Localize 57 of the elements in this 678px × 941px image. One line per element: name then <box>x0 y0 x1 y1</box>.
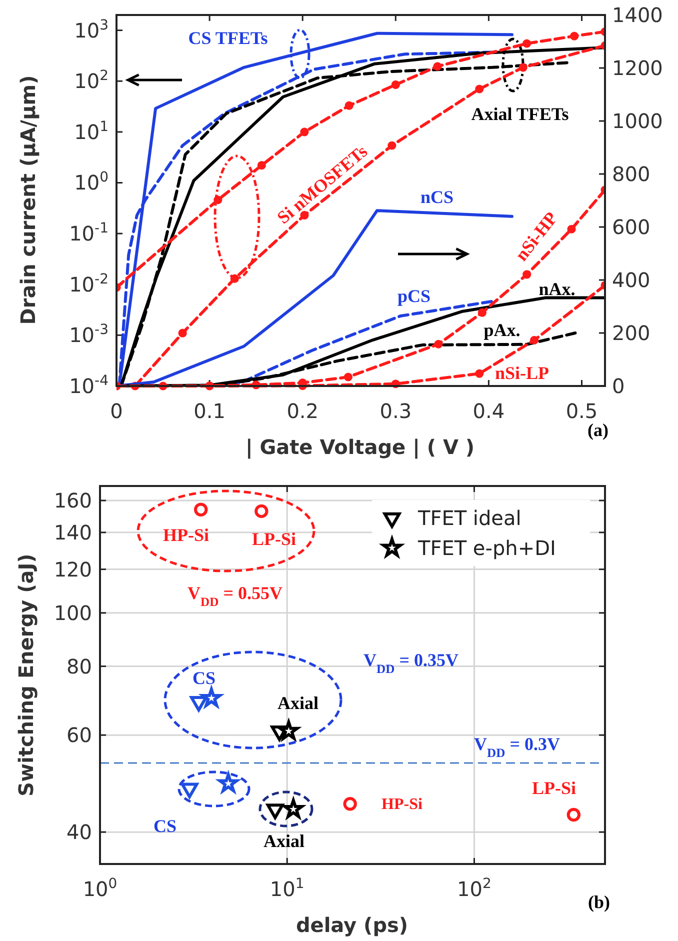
y-tick-label: 120 <box>54 557 92 582</box>
annotation: Axial <box>277 693 319 713</box>
annotation: CS <box>192 668 216 688</box>
y-tick-label: 10$^{3}$ <box>74 17 108 42</box>
y2-tick-label: 0 <box>612 374 625 398</box>
annotation: CS <box>153 816 177 836</box>
annotation: HP-Si <box>382 796 423 813</box>
x-tick-label: 0.3 <box>380 399 412 423</box>
series-label: nSi-LP <box>494 363 550 383</box>
x-tick-label: 10$^{1}$ <box>270 876 304 901</box>
y-tick-label: 10$^{-1}$ <box>69 220 108 246</box>
x-axis-title: delay (ps) <box>296 913 408 937</box>
y-axis-title: Switching Energy (aJ) <box>14 554 38 796</box>
y-tick-label: 140 <box>54 520 92 544</box>
x-tick-label: 0.2 <box>286 399 318 423</box>
x-tick-label: 0.5 <box>566 399 598 423</box>
y2-tick-label: 200 <box>612 321 650 345</box>
series-label: nCS <box>420 187 454 207</box>
y2-tick-label: 1200 <box>612 56 663 80</box>
annotation: LP-Si <box>532 778 576 798</box>
series-label: nAx. <box>538 279 576 299</box>
y-tick-label: 10$^{-3}$ <box>69 322 108 348</box>
y-axis-title: Drain current (μA/μm) <box>16 75 40 325</box>
y2-tick-label: 600 <box>612 215 650 239</box>
annotation: LP-Si <box>252 529 296 549</box>
annotation: HP-Si <box>162 525 210 545</box>
annotation: Axial <box>263 831 305 851</box>
y2-tick-label: 400 <box>612 268 650 292</box>
x-tick-label: 0.1 <box>194 399 226 423</box>
y2-tick-label: 1000 <box>612 109 663 133</box>
x-tick-label: 0.4 <box>472 399 505 423</box>
series-label: pCS <box>397 286 431 306</box>
y-tick-label: 60 <box>66 723 92 748</box>
y-tick-label: 80 <box>66 654 92 678</box>
text: (a) <box>588 420 608 440</box>
y-tick-label: 10$^{0}$ <box>74 170 108 195</box>
annotation: V$_{DD}$ = 0.35V <box>364 650 458 676</box>
y-tick-label: 10$^{2}$ <box>74 68 108 94</box>
y-tick-label: 10$^{-4}$ <box>69 373 109 398</box>
y2-tick-label: 1400 <box>612 3 663 27</box>
y-tick-label: 10$^{-2}$ <box>69 271 108 296</box>
y2-tick-label: 800 <box>612 162 650 186</box>
text: (b) <box>588 892 610 912</box>
series-label: pAx. <box>484 320 520 340</box>
legend-label: TFET e-ph+DI <box>417 536 556 560</box>
legend-label: TFET ideal <box>417 506 522 530</box>
x-tick-label: 10$^{2}$ <box>457 876 492 901</box>
y-tick-label: 160 <box>54 488 92 512</box>
y-tick-label: 10$^{1}$ <box>74 118 108 144</box>
annotation: Axial TFETs <box>471 104 569 124</box>
y-tick-label: 100 <box>54 600 92 625</box>
y-tick-label: 40 <box>66 820 92 844</box>
annotation: CS TFETs <box>188 28 268 48</box>
x-tick-label: 0 <box>110 399 123 423</box>
annotation: V$_{DD}$ = 0.55V <box>188 583 282 609</box>
x-axis-title: | Gate Voltage | ( V ) <box>245 435 475 459</box>
annotation: V$_{DD}$ = 0.3V <box>474 734 560 760</box>
